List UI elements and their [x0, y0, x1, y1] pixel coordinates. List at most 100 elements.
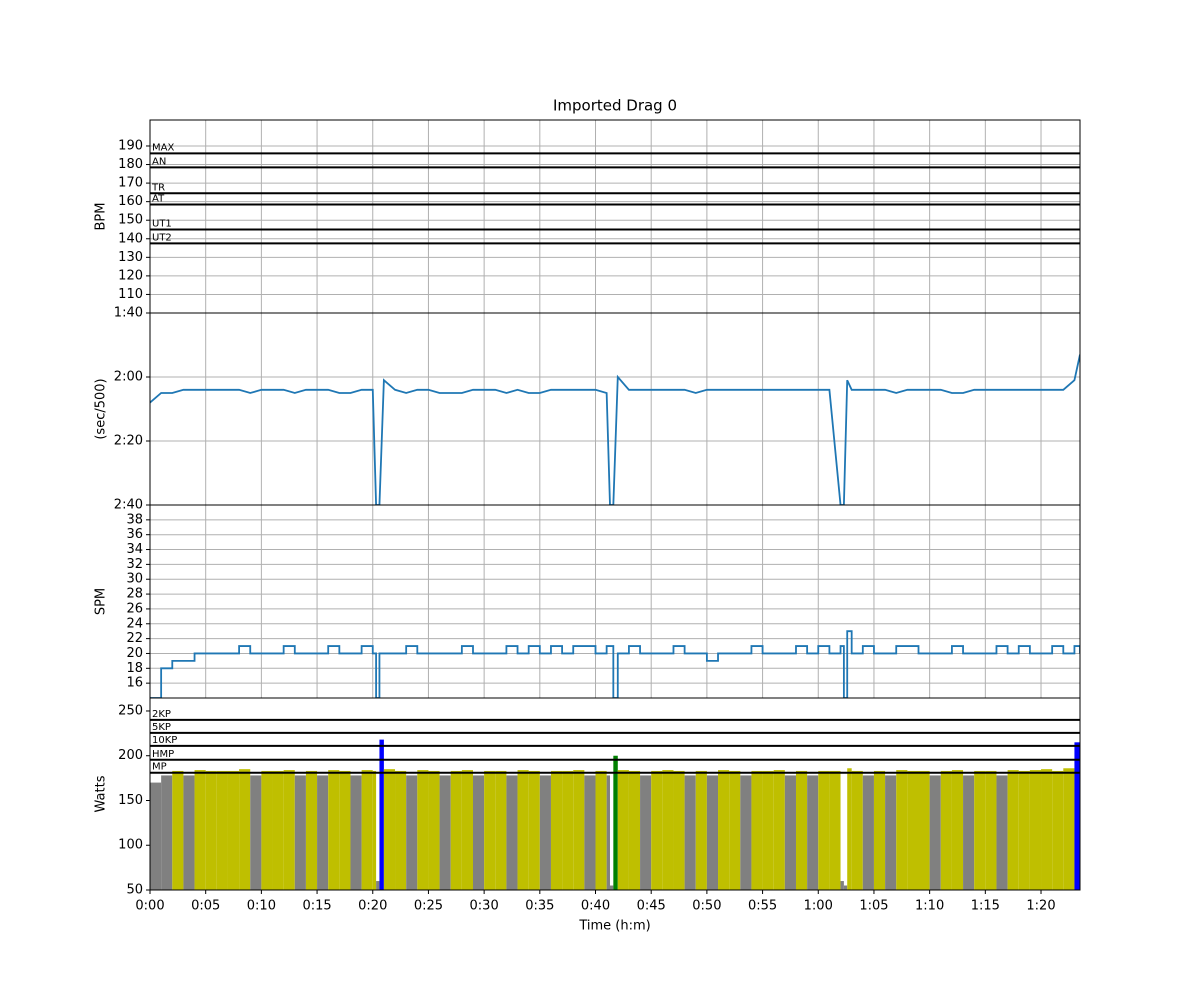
bar	[161, 775, 173, 890]
bar	[974, 770, 986, 890]
bar	[472, 775, 485, 890]
x-tick-label: 0:00	[135, 899, 164, 914]
x-tick-label: 0:25	[414, 899, 443, 914]
x-tick-label: 0:45	[637, 899, 666, 914]
y-tick-label: 22	[126, 631, 143, 646]
chart-title: Imported Drag 0	[553, 97, 677, 115]
bar	[339, 770, 351, 890]
bar	[550, 770, 563, 890]
axes-frame	[149, 697, 1081, 891]
bar	[673, 770, 685, 890]
bar	[194, 770, 206, 890]
zone-label: 2KP	[152, 709, 171, 720]
bar	[573, 770, 585, 890]
bar	[773, 770, 785, 890]
y-tick-label: 110	[118, 287, 143, 302]
y-tick-label: 200	[118, 748, 143, 763]
x-tick-label: 1:00	[804, 899, 833, 914]
y-tick-label: 150	[118, 793, 143, 808]
y-tick-label: 26	[126, 601, 143, 616]
x-tick-label: 0:55	[748, 899, 777, 914]
bar	[896, 770, 908, 890]
x-tick-label: 1:20	[1026, 899, 1055, 914]
bar	[305, 770, 318, 890]
zone-label: 10KP	[152, 735, 177, 746]
y-tick-label: 190	[118, 138, 143, 153]
x-axis-label: Time (h:m)	[578, 919, 650, 934]
bar	[528, 770, 540, 890]
bar	[506, 775, 518, 890]
x-tick-label: 0:10	[247, 899, 276, 914]
zone-label: UT2	[152, 232, 172, 243]
y-tick-label: 50	[126, 883, 143, 898]
bar	[350, 775, 362, 890]
bar	[847, 768, 852, 890]
bar	[428, 770, 440, 890]
bar	[617, 770, 629, 890]
y-axis-label: BPM	[94, 203, 109, 231]
bar	[406, 775, 418, 890]
bar	[261, 770, 273, 890]
bar	[706, 775, 719, 890]
y-tick-label: 140	[118, 231, 143, 246]
bar	[951, 770, 964, 890]
bar	[640, 775, 652, 890]
bar	[606, 775, 610, 890]
x-tick-label: 0:35	[525, 899, 554, 914]
y-axis-label: Watts	[94, 775, 109, 812]
bar	[662, 770, 674, 890]
y-tick-label: 28	[126, 587, 143, 602]
y-tick-label: 30	[126, 572, 143, 587]
bar	[818, 770, 830, 890]
x-tick-label: 0:20	[358, 899, 387, 914]
bar	[294, 775, 306, 890]
bar	[484, 770, 496, 890]
bar	[762, 770, 774, 890]
zone-label: TR	[151, 182, 165, 193]
y-tick-label: 36	[126, 527, 143, 542]
bar	[940, 770, 952, 890]
y-tick-label: 120	[118, 268, 143, 283]
x-tick-label: 0:40	[581, 899, 610, 914]
bar	[450, 770, 462, 890]
bar	[376, 881, 380, 890]
bar	[918, 770, 930, 890]
bar	[795, 770, 808, 890]
bar	[1063, 768, 1075, 890]
panel: 50 100 150 200 250 Watts 2KP 5KP 10KP HMP MP 0:00 0:…	[94, 697, 1081, 934]
bar	[379, 739, 384, 890]
bar	[651, 770, 663, 890]
bar	[584, 775, 596, 890]
plot-area	[150, 354, 1080, 505]
bar	[250, 775, 262, 890]
bar	[539, 775, 551, 890]
bar	[784, 775, 796, 890]
bar	[843, 885, 848, 890]
bar	[417, 770, 429, 890]
bar	[807, 775, 819, 890]
bar	[628, 770, 641, 890]
plot-area	[150, 739, 1080, 890]
x-tick-label: 1:15	[971, 899, 1000, 914]
line	[150, 354, 1080, 505]
y-tick-label: 2:00	[114, 370, 143, 385]
bar	[328, 770, 340, 890]
bar	[963, 775, 975, 890]
bar	[517, 770, 529, 890]
bar	[885, 775, 897, 890]
bar	[1074, 742, 1080, 890]
zone-label: AN	[152, 156, 166, 167]
bar	[216, 770, 228, 890]
bar	[851, 770, 863, 890]
bar	[1041, 769, 1053, 890]
zone-label: HMP	[152, 749, 174, 760]
y-tick-label: 16	[126, 676, 143, 691]
bar	[372, 770, 377, 890]
y-tick-label: 18	[126, 661, 143, 676]
bar	[495, 770, 507, 890]
y-tick-label: 100	[118, 838, 143, 853]
x-tick-label: 0:30	[470, 899, 499, 914]
bar	[862, 775, 874, 890]
bar	[172, 770, 184, 890]
bar	[996, 775, 1008, 890]
